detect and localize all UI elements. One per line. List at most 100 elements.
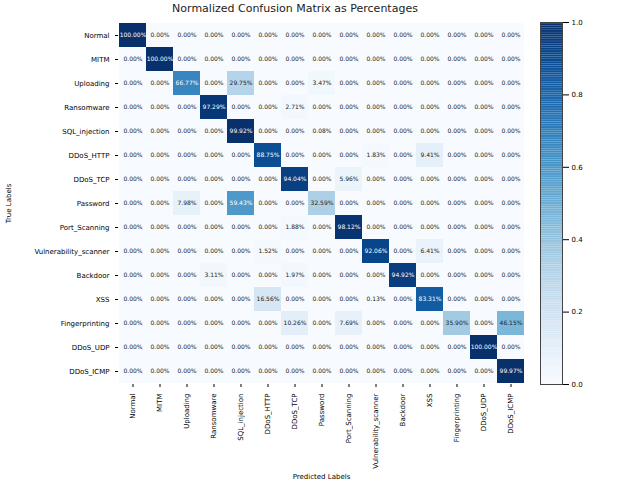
svg-text:0.00%: 0.00%	[177, 151, 196, 158]
svg-text:0.00%: 0.00%	[474, 103, 493, 110]
svg-text:DDoS_TCP: DDoS_TCP	[291, 394, 299, 430]
svg-text:Normal: Normal	[129, 393, 137, 418]
svg-text:0.00%: 0.00%	[366, 175, 385, 182]
svg-text:Predicted Labels: Predicted Labels	[293, 473, 351, 481]
svg-text:0.00%: 0.00%	[393, 343, 412, 350]
svg-text:0.00%: 0.00%	[285, 343, 304, 350]
svg-text:0.00%: 0.00%	[150, 127, 169, 134]
svg-text:0.00%: 0.00%	[474, 31, 493, 38]
svg-text:1.83%: 1.83%	[366, 151, 385, 158]
svg-text:10.26%: 10.26%	[284, 319, 307, 326]
svg-text:16.56%: 16.56%	[257, 295, 280, 302]
svg-text:0.00%: 0.00%	[204, 199, 223, 206]
svg-text:0.00%: 0.00%	[447, 103, 466, 110]
svg-text:0.00%: 0.00%	[339, 367, 358, 374]
svg-text:0.00%: 0.00%	[177, 55, 196, 62]
svg-text:True Labels: True Labels	[5, 183, 13, 224]
svg-text:94.04%: 94.04%	[284, 175, 307, 182]
svg-text:0.00%: 0.00%	[366, 55, 385, 62]
svg-text:0.00%: 0.00%	[150, 103, 169, 110]
svg-text:0.00%: 0.00%	[501, 151, 520, 158]
svg-text:0.00%: 0.00%	[150, 295, 169, 302]
svg-text:0.00%: 0.00%	[339, 31, 358, 38]
svg-text:Uploading: Uploading	[74, 80, 109, 88]
svg-text:0.00%: 0.00%	[231, 247, 250, 254]
svg-text:0.00%: 0.00%	[285, 247, 304, 254]
svg-text:0.00%: 0.00%	[312, 295, 331, 302]
svg-text:0.00%: 0.00%	[393, 367, 412, 374]
svg-text:0.00%: 0.00%	[447, 295, 466, 302]
svg-text:DDoS_ICMP: DDoS_ICMP	[507, 394, 515, 434]
svg-text:0.00%: 0.00%	[501, 199, 520, 206]
svg-text:0.00%: 0.00%	[312, 343, 331, 350]
svg-text:0.00%: 0.00%	[258, 103, 277, 110]
svg-text:0.00%: 0.00%	[474, 199, 493, 206]
svg-text:0.00%: 0.00%	[501, 175, 520, 182]
svg-text:0.00%: 0.00%	[339, 79, 358, 86]
svg-text:0.00%: 0.00%	[366, 223, 385, 230]
svg-text:DDoS_TCP: DDoS_TCP	[74, 176, 110, 184]
svg-text:0.00%: 0.00%	[177, 127, 196, 134]
svg-text:0.00%: 0.00%	[150, 199, 169, 206]
svg-text:0.00%: 0.00%	[123, 175, 142, 182]
svg-text:0.00%: 0.00%	[420, 175, 439, 182]
svg-text:0.00%: 0.00%	[285, 151, 304, 158]
svg-text:0.00%: 0.00%	[312, 55, 331, 62]
svg-text:0.00%: 0.00%	[420, 271, 439, 278]
svg-text:0.00%: 0.00%	[501, 31, 520, 38]
svg-text:7.69%: 7.69%	[339, 319, 358, 326]
svg-text:0.00%: 0.00%	[123, 79, 142, 86]
svg-text:0.00%: 0.00%	[150, 79, 169, 86]
svg-text:0.00%: 0.00%	[177, 295, 196, 302]
svg-text:0.00%: 0.00%	[339, 151, 358, 158]
svg-text:0.00%: 0.00%	[393, 103, 412, 110]
svg-text:0.00%: 0.00%	[150, 175, 169, 182]
svg-text:DDoS_HTTP: DDoS_HTTP	[69, 152, 110, 160]
svg-text:0.00%: 0.00%	[447, 247, 466, 254]
svg-text:0.00%: 0.00%	[420, 127, 439, 134]
svg-text:0.00%: 0.00%	[123, 103, 142, 110]
svg-text:0.00%: 0.00%	[393, 79, 412, 86]
svg-text:9.41%: 9.41%	[420, 151, 439, 158]
svg-text:Ransomware: Ransomware	[210, 394, 218, 439]
svg-text:0.00%: 0.00%	[312, 31, 331, 38]
svg-text:0.00%: 0.00%	[447, 343, 466, 350]
svg-text:0.00%: 0.00%	[123, 55, 142, 62]
svg-text:0.00%: 0.00%	[474, 79, 493, 86]
svg-text:35.90%: 35.90%	[446, 319, 469, 326]
svg-text:Port_Scanning: Port_Scanning	[60, 224, 110, 232]
svg-text:0.00%: 0.00%	[339, 271, 358, 278]
svg-text:Normal: Normal	[84, 32, 109, 40]
svg-text:0.00%: 0.00%	[177, 247, 196, 254]
svg-text:0.00%: 0.00%	[393, 223, 412, 230]
svg-text:0.00%: 0.00%	[285, 367, 304, 374]
svg-text:0.00%: 0.00%	[420, 223, 439, 230]
svg-text:0.00%: 0.00%	[258, 79, 277, 86]
svg-text:1.0: 1.0	[572, 19, 583, 27]
svg-text:0.00%: 0.00%	[474, 223, 493, 230]
svg-text:Password: Password	[318, 394, 326, 427]
svg-text:0.00%: 0.00%	[285, 127, 304, 134]
svg-text:0.00%: 0.00%	[123, 343, 142, 350]
svg-text:1.52%: 1.52%	[258, 247, 277, 254]
svg-text:0.00%: 0.00%	[231, 271, 250, 278]
svg-text:DDoS_UDP: DDoS_UDP	[480, 394, 488, 432]
svg-text:Vulnerability_scanner: Vulnerability_scanner	[372, 393, 380, 468]
svg-text:0.0: 0.0	[572, 381, 583, 389]
svg-text:0.00%: 0.00%	[150, 247, 169, 254]
svg-text:0.00%: 0.00%	[420, 199, 439, 206]
svg-text:0.00%: 0.00%	[204, 247, 223, 254]
svg-text:0.00%: 0.00%	[258, 271, 277, 278]
svg-text:0.00%: 0.00%	[366, 103, 385, 110]
svg-text:0.00%: 0.00%	[231, 31, 250, 38]
svg-text:0.00%: 0.00%	[393, 319, 412, 326]
svg-text:0.00%: 0.00%	[258, 55, 277, 62]
svg-text:MITM: MITM	[91, 56, 109, 64]
svg-text:1.97%: 1.97%	[285, 271, 304, 278]
svg-text:SQL_injection: SQL_injection	[62, 128, 109, 136]
svg-text:0.00%: 0.00%	[231, 151, 250, 158]
svg-text:Vulnerability_scanner: Vulnerability_scanner	[34, 248, 109, 256]
svg-text:0.00%: 0.00%	[393, 175, 412, 182]
svg-text:0.00%: 0.00%	[447, 175, 466, 182]
svg-text:3.47%: 3.47%	[312, 79, 331, 86]
